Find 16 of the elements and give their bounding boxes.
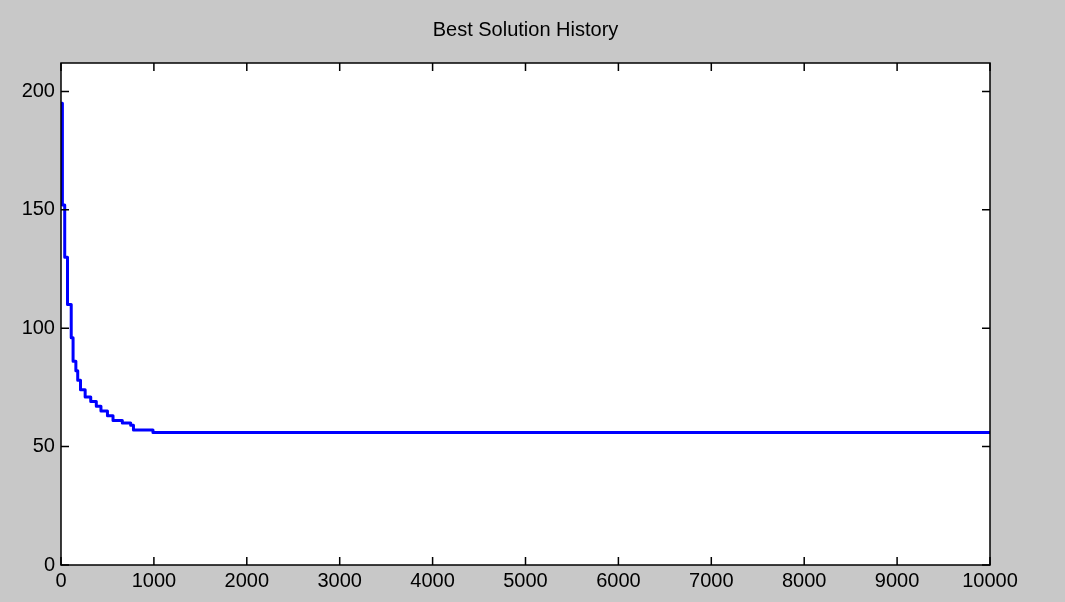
x-tick-label: 2000 — [224, 568, 270, 591]
x-tick-label: 5000 — [503, 568, 548, 591]
y-tick-label: 150 — [21, 197, 55, 220]
y-tick-label: 200 — [21, 78, 55, 101]
x-tick-label: 1000 — [131, 568, 177, 591]
y-tick-label: 50 — [32, 434, 55, 457]
y-tick-label: 0 — [43, 552, 55, 575]
y-tick-label: 100 — [21, 315, 55, 338]
x-tick-label: 9000 — [874, 568, 920, 591]
x-tick-label: 3000 — [317, 568, 362, 591]
chart-title: Best Solution History — [432, 17, 619, 40]
x-tick-label: 7000 — [689, 568, 734, 591]
x-tick-label: 6000 — [596, 568, 641, 591]
x-tick-label: 10000 — [962, 568, 1018, 591]
x-tick-label: 4000 — [410, 568, 455, 591]
x-tick-label: 8000 — [781, 568, 827, 591]
